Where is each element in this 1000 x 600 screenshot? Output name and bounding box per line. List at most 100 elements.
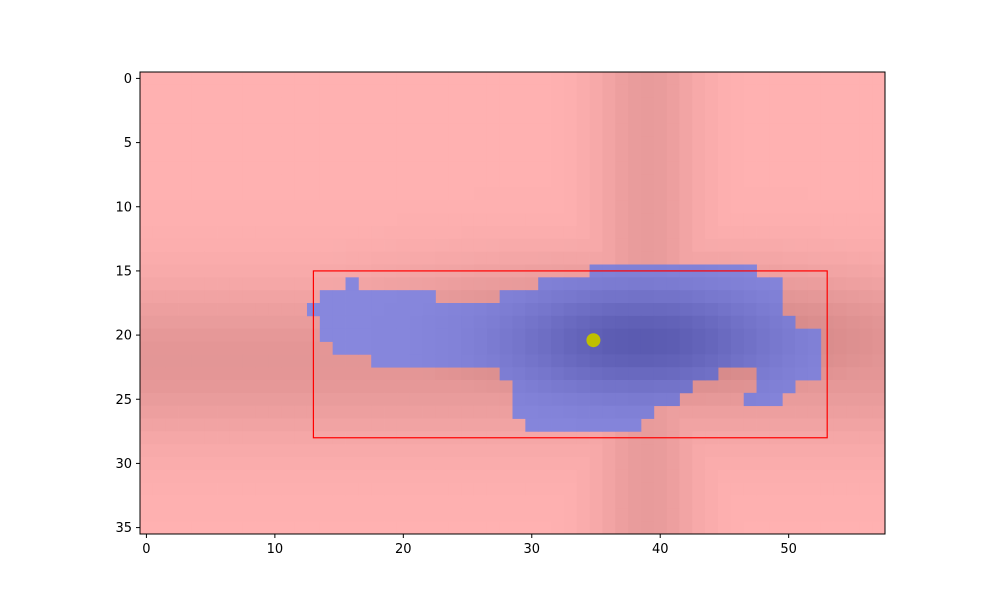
heatmap-cell bbox=[499, 444, 513, 458]
heatmap-cell bbox=[152, 521, 167, 535]
heatmap-cell bbox=[499, 277, 513, 291]
heatmap-cell bbox=[525, 174, 539, 188]
heatmap-cell bbox=[666, 200, 680, 214]
heatmap-cell bbox=[846, 110, 860, 124]
heatmap-cell bbox=[165, 110, 179, 124]
mask-cell bbox=[782, 380, 796, 394]
heatmap-cell bbox=[306, 444, 321, 458]
mask-cell bbox=[628, 354, 642, 368]
heatmap-cell bbox=[551, 482, 565, 496]
heatmap-cell bbox=[229, 508, 244, 522]
mask-cell bbox=[332, 290, 346, 304]
heatmap-cell bbox=[563, 161, 578, 176]
heatmap-cell bbox=[705, 149, 719, 163]
heatmap-cell bbox=[666, 72, 680, 86]
heatmap-cell bbox=[718, 457, 732, 471]
heatmap-cell bbox=[409, 123, 423, 137]
heatmap-cell bbox=[140, 482, 154, 496]
heatmap-cell bbox=[435, 187, 449, 201]
heatmap-cell bbox=[332, 380, 346, 394]
heatmap-cell bbox=[679, 405, 693, 419]
heatmap-cell bbox=[538, 200, 552, 214]
heatmap-cell bbox=[640, 84, 655, 99]
heatmap-cell bbox=[140, 457, 154, 471]
heatmap-cell bbox=[371, 495, 385, 509]
heatmap-cell bbox=[242, 392, 256, 407]
heatmap-cell bbox=[718, 367, 732, 381]
heatmap-cell bbox=[486, 174, 501, 188]
heatmap-cell bbox=[538, 482, 552, 496]
heatmap-cell bbox=[730, 521, 745, 535]
mask-cell bbox=[615, 328, 629, 342]
heatmap-cell bbox=[859, 392, 873, 407]
heatmap-cell bbox=[178, 174, 192, 188]
heatmap-cell bbox=[319, 405, 334, 419]
heatmap-cell bbox=[795, 380, 809, 394]
heatmap-cell bbox=[602, 251, 616, 265]
heatmap-cell bbox=[833, 469, 847, 484]
heatmap-cell bbox=[653, 508, 668, 522]
heatmap-cell bbox=[448, 482, 462, 496]
heatmap-cell bbox=[679, 418, 693, 432]
heatmap-cell bbox=[499, 97, 513, 111]
mask-cell bbox=[628, 303, 642, 317]
axes-frame bbox=[139, 71, 886, 535]
mask-cell bbox=[602, 290, 616, 304]
mask-cell bbox=[795, 367, 809, 381]
heatmap-cell bbox=[576, 110, 590, 124]
heatmap-cell bbox=[589, 149, 603, 163]
heatmap-cell bbox=[448, 251, 462, 265]
mask-cell bbox=[679, 367, 693, 381]
heatmap-cell bbox=[178, 469, 192, 484]
heatmap-cell bbox=[396, 482, 411, 496]
heatmap-cell bbox=[281, 149, 295, 163]
heatmap-cell bbox=[229, 405, 244, 419]
heatmap-cell bbox=[576, 495, 590, 509]
heatmap-cell bbox=[396, 226, 411, 240]
heatmap-cell bbox=[859, 174, 873, 188]
heatmap-cell bbox=[178, 303, 192, 317]
heatmap-cell bbox=[345, 482, 359, 496]
heatmap-cell bbox=[833, 405, 847, 419]
mask-cell bbox=[563, 367, 578, 381]
heatmap-cell bbox=[576, 174, 590, 188]
heatmap-cell bbox=[551, 149, 565, 163]
heatmap-cell bbox=[242, 328, 256, 342]
heatmap-cell bbox=[640, 457, 655, 471]
heatmap-cell bbox=[358, 187, 372, 201]
mask-cell bbox=[653, 392, 668, 407]
heatmap-cell bbox=[653, 149, 668, 163]
heatmap-cell bbox=[242, 238, 256, 253]
mask-cell bbox=[512, 328, 526, 342]
heatmap-cell bbox=[165, 521, 179, 535]
bounding-box bbox=[312, 270, 828, 439]
heatmap-cell bbox=[217, 469, 231, 484]
heatmap-cell bbox=[730, 136, 745, 150]
mask-cell bbox=[576, 290, 590, 304]
mask-cell bbox=[782, 341, 796, 355]
mask-cell bbox=[782, 354, 796, 368]
heatmap-cell bbox=[551, 187, 565, 201]
heatmap-cell bbox=[306, 213, 321, 227]
heatmap-cell bbox=[332, 97, 346, 111]
heatmap-cell bbox=[872, 136, 886, 150]
heatmap-cell bbox=[743, 418, 757, 432]
heatmap-cell bbox=[345, 508, 359, 522]
heatmap-cell bbox=[268, 328, 282, 342]
heatmap-cell bbox=[628, 136, 642, 150]
heatmap-cell bbox=[217, 508, 231, 522]
heatmap-cell bbox=[846, 174, 860, 188]
heatmap-cell bbox=[217, 328, 231, 342]
heatmap-cell bbox=[422, 521, 436, 535]
heatmap-cell bbox=[152, 290, 167, 304]
heatmap-cell bbox=[268, 290, 282, 304]
mask-cell bbox=[512, 405, 526, 419]
mask-cell bbox=[448, 315, 462, 330]
heatmap-cell bbox=[718, 174, 732, 188]
heatmap-cell bbox=[358, 418, 372, 432]
heatmap-cell bbox=[229, 97, 244, 111]
heatmap-cell bbox=[409, 251, 423, 265]
heatmap-cell bbox=[486, 97, 501, 111]
mask-cell bbox=[692, 354, 706, 368]
heatmap-cell bbox=[743, 380, 757, 394]
